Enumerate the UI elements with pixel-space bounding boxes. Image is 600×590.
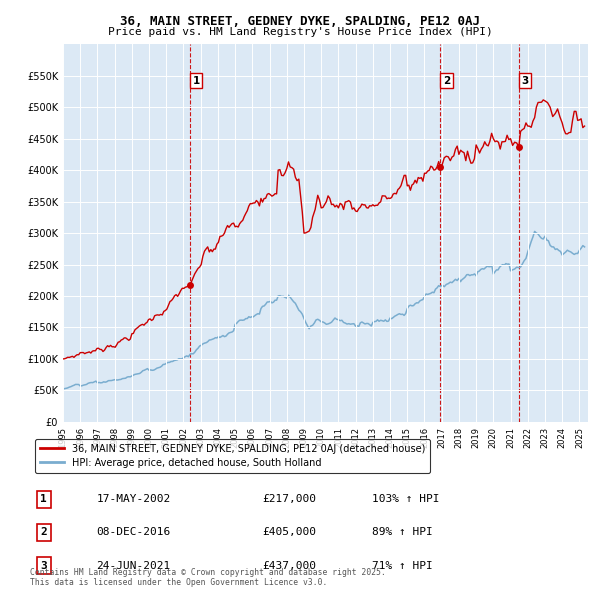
Legend: 36, MAIN STREET, GEDNEY DYKE, SPALDING, PE12 0AJ (detached house), HPI: Average : 36, MAIN STREET, GEDNEY DYKE, SPALDING, … xyxy=(35,439,430,473)
Text: £437,000: £437,000 xyxy=(262,560,316,571)
Text: 17-MAY-2002: 17-MAY-2002 xyxy=(96,494,170,504)
Text: Contains HM Land Registry data © Crown copyright and database right 2025.
This d: Contains HM Land Registry data © Crown c… xyxy=(30,568,386,587)
Text: 71% ↑ HPI: 71% ↑ HPI xyxy=(372,560,433,571)
Text: 36, MAIN STREET, GEDNEY DYKE, SPALDING, PE12 0AJ: 36, MAIN STREET, GEDNEY DYKE, SPALDING, … xyxy=(120,15,480,28)
Text: Price paid vs. HM Land Registry's House Price Index (HPI): Price paid vs. HM Land Registry's House … xyxy=(107,27,493,37)
Text: 2: 2 xyxy=(40,527,47,537)
Text: 2: 2 xyxy=(443,76,450,86)
Text: 89% ↑ HPI: 89% ↑ HPI xyxy=(372,527,433,537)
Text: 24-JUN-2021: 24-JUN-2021 xyxy=(96,560,170,571)
Text: 1: 1 xyxy=(40,494,47,504)
Text: 08-DEC-2016: 08-DEC-2016 xyxy=(96,527,170,537)
Text: £405,000: £405,000 xyxy=(262,527,316,537)
Text: 3: 3 xyxy=(521,76,529,86)
Text: 103% ↑ HPI: 103% ↑ HPI xyxy=(372,494,440,504)
Text: 3: 3 xyxy=(40,560,47,571)
Text: 1: 1 xyxy=(193,76,200,86)
Text: £217,000: £217,000 xyxy=(262,494,316,504)
